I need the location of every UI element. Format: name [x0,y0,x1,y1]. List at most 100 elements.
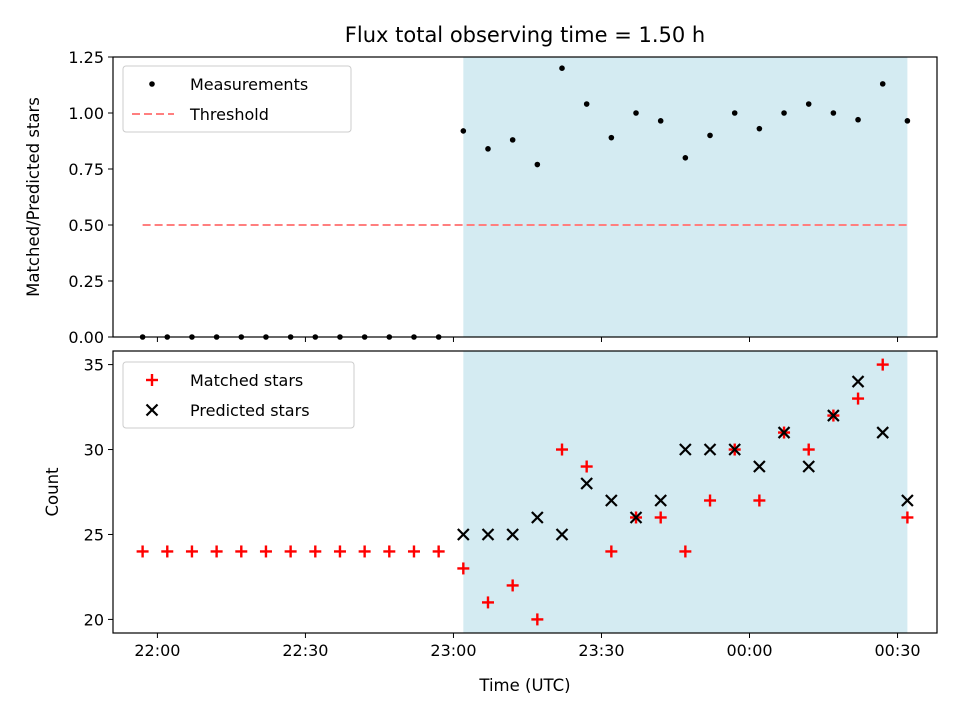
predicted-star-point [580,477,593,490]
measurement-point [707,132,713,139]
legend-threshold-label: Threshold [189,105,269,124]
matched-star-point [161,545,174,558]
matched-star-point [654,511,667,524]
measurement-point [879,81,886,87]
observing-interval-shade [463,57,908,337]
matched-star-point [679,545,692,558]
y-tick-label: 0.75 [68,160,104,179]
matched-star-point [457,562,470,575]
y-tick-label: 35 [84,356,104,375]
y-tick-label: 1.00 [68,104,104,123]
matched-star-point [704,494,717,507]
legend-predicted-marker [145,403,159,417]
measurement-point [657,118,664,124]
matched-star-point [802,443,815,456]
x-tick-label: 22:00 [134,641,180,660]
matched-star-point [580,460,593,473]
measurement-point [682,155,689,161]
matched-star-point [432,545,445,558]
bottom-legend-box [122,361,355,429]
x-tick-label: 23:30 [578,641,624,660]
bottom-legend: Matched stars Predicted stars [122,361,355,429]
predicted-star-point [531,511,544,524]
x-tick-label: 23:00 [430,641,476,660]
legend-predicted-label: Predicted stars [190,401,310,420]
y-tick-label: 25 [84,525,104,544]
matched-star-point [210,545,223,558]
bottom-panel: 20 25 30 35 22:00 22:30 23:00 23:30 00:00 00:30 Co… [43,350,938,695]
predicted-star-point [703,443,717,456]
top-plot-frame [112,56,938,338]
x-tick-label: 22:30 [282,641,328,660]
matched-star-point [284,545,297,558]
predicted-star-point [876,426,890,439]
y-axis-label: Matched/Predicted stars [24,97,43,297]
matched-star-point [901,511,914,524]
matched-star-point [605,545,618,558]
measurement-point [485,146,491,152]
top-legend: Measurements Threshold [122,65,352,133]
measurement-point [731,110,738,116]
matched-star-point [556,443,569,456]
matched-star-point [383,545,396,558]
measurement-point [633,110,639,116]
predicted-star-point [728,443,741,456]
matched-star-point [753,494,766,507]
legend-matched-marker [146,374,158,386]
matched-star-point [852,392,865,405]
matched-star-point [876,358,889,371]
measurement-point [583,101,590,107]
measurement-point [904,118,911,124]
matched-star-point [481,596,494,609]
y-tick-label: 30 [84,441,104,460]
measurement-point [781,110,787,116]
y-axis-label: Count [43,467,62,517]
legend-measurements-label: Measurements [190,75,308,94]
y-tick-label: 0.50 [68,216,104,235]
matched-star-point [506,579,519,592]
predicted-star-point [555,528,569,541]
matched-star-point [259,545,272,558]
matched-star-point [531,613,544,626]
predicted-star-point [802,460,815,473]
matched-star-point [309,545,322,558]
matched-star-point [136,545,149,558]
predicted-star-point [629,511,643,524]
predicted-star-point [654,494,667,507]
predicted-star-point [851,375,865,388]
matched-star-point [235,545,248,558]
matched-star-point [185,545,198,558]
predicted-star-point [506,528,519,541]
measurement-point [509,137,516,143]
x-tick-label: 00:00 [726,641,772,660]
measurement-point [805,101,812,107]
x-axis-label: Time (UTC) [478,676,570,695]
measurement-point [830,110,837,116]
predicted-star-point [481,528,495,541]
predicted-star-point [679,443,692,456]
predicted-star-point [605,494,618,507]
measurement-point [855,116,861,123]
y-tick-label: 0.00 [68,328,104,347]
predicted-star-point [777,426,791,439]
observing-interval-shade [463,351,908,633]
predicted-star-point [753,460,766,473]
measurement-point [559,65,565,71]
chart-title: Flux total observing time = 1.50 h [345,23,705,47]
y-tick-label: 0.25 [68,272,104,291]
matched-star-point [358,545,371,558]
predicted-star-point [457,528,470,541]
matched-star-point [333,545,346,558]
legend-measurement-marker [149,81,155,87]
bottom-plot-frame [112,350,938,634]
top-legend-box [122,65,352,133]
x-tick-label: 00:30 [874,641,920,660]
measurement-point [534,161,541,168]
measurement-point [460,128,467,134]
predicted-star-point [827,409,840,422]
matched-star-point [407,545,420,558]
y-tick-label: 20 [84,610,104,629]
measurement-point [608,134,615,141]
